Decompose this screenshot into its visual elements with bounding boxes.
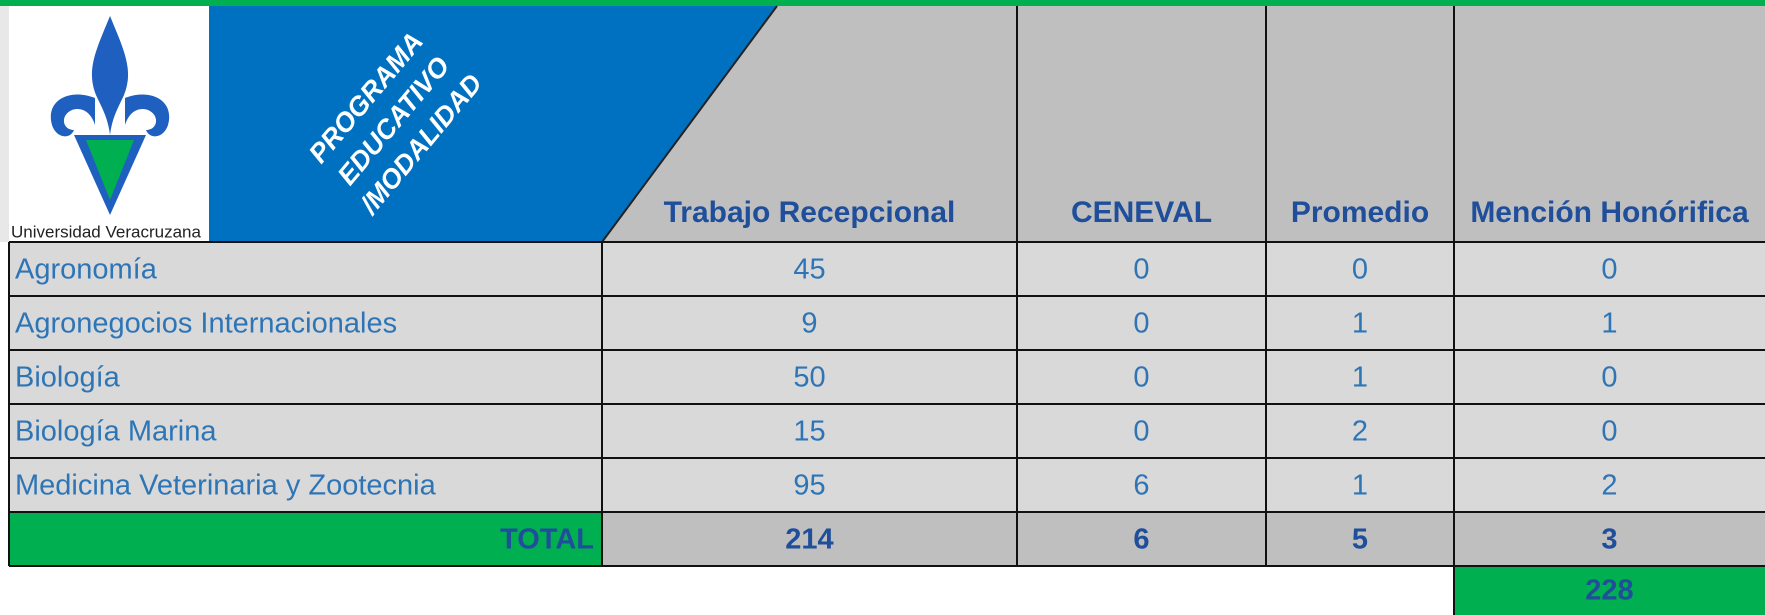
- total-value: 214: [785, 524, 833, 556]
- cell-value: 0: [1133, 362, 1149, 394]
- cell-value: 1: [1601, 308, 1617, 340]
- total-bg: [602, 512, 1765, 566]
- logo: [50, 16, 170, 215]
- cell-value: 0: [1133, 416, 1149, 448]
- row-bg: [9, 242, 1765, 296]
- cell-value: 6: [1133, 470, 1149, 502]
- logo-text: Universidad Veracruzana: [11, 222, 201, 241]
- grand-total-bg: [1454, 566, 1765, 615]
- cell-value: 0: [1601, 254, 1617, 286]
- row-bg: [9, 458, 1765, 512]
- cell-value: 15: [793, 416, 825, 448]
- cell-value: 0: [1601, 362, 1617, 394]
- cell-value: 0: [1133, 254, 1149, 286]
- cell-value: 2: [1352, 416, 1368, 448]
- cell-value: 1: [1352, 362, 1368, 394]
- cell-value: 95: [793, 470, 825, 502]
- cell-value: 50: [793, 362, 825, 394]
- total-value: 3: [1601, 524, 1617, 556]
- cell-value: 45: [793, 254, 825, 286]
- top-bar: [0, 0, 1765, 6]
- cell-value: 0: [1352, 254, 1368, 286]
- corner-diagonal: [601, 5, 778, 243]
- cell-value: 1: [1352, 470, 1368, 502]
- program-name: Agronomía: [15, 254, 158, 286]
- grand-total: 228: [1585, 575, 1633, 607]
- total-label: TOTAL: [500, 524, 594, 556]
- program-name: Biología Marina: [15, 416, 217, 448]
- row-bg: [9, 296, 1765, 350]
- cell-value: 1: [1352, 308, 1368, 340]
- cell-value: 9: [801, 308, 817, 340]
- column-header: CENEVAL: [1071, 196, 1212, 229]
- cell-value: 0: [1133, 308, 1149, 340]
- column-header: Promedio: [1291, 196, 1429, 229]
- column-header: Mención Honórifica: [1470, 196, 1749, 229]
- program-name: Medicina Veterinaria y Zootecnia: [15, 470, 437, 502]
- corner-blue: [209, 6, 777, 242]
- program-name: Biología: [15, 362, 121, 394]
- total-label-bg: [9, 512, 602, 566]
- program-name: Agronegocios Internacionales: [15, 308, 397, 340]
- left-edge: [0, 6, 9, 242]
- row-bg: [9, 404, 1765, 458]
- cell-value: 0: [1601, 416, 1617, 448]
- column-header: Trabajo Recepcional: [664, 196, 956, 229]
- row-bg: [9, 350, 1765, 404]
- cell-value: 2: [1601, 470, 1617, 502]
- total-value: 6: [1133, 524, 1149, 556]
- total-value: 5: [1352, 524, 1368, 556]
